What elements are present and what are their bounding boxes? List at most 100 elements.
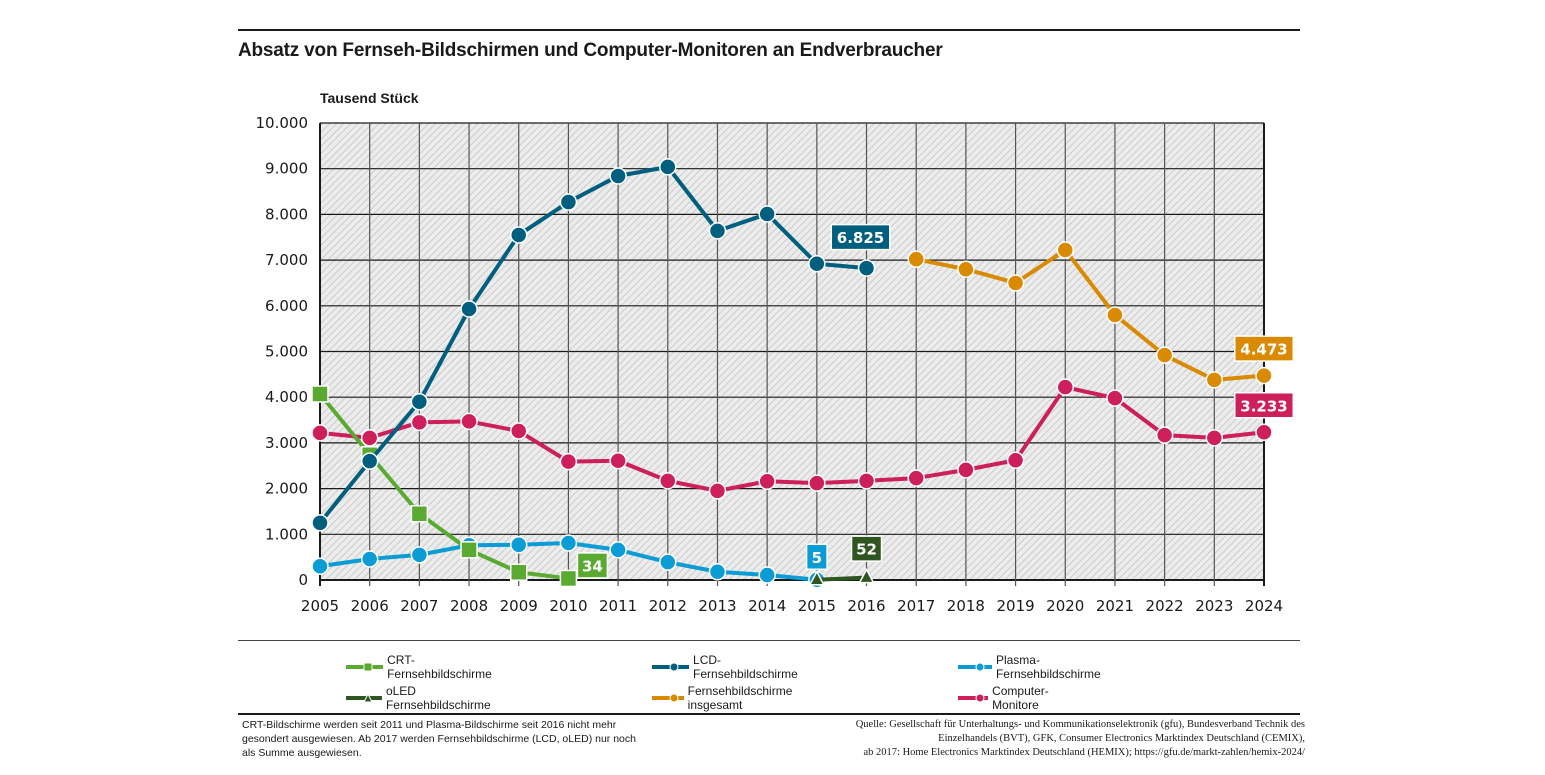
data-point: [559, 452, 578, 471]
data-label-text: 52: [856, 541, 877, 559]
data-point: [609, 541, 627, 559]
data-label-box: [1234, 335, 1294, 362]
footer-divider: [238, 713, 1300, 715]
data-point: [857, 472, 876, 490]
y-tick-label: 3.000: [265, 434, 308, 452]
data-point: [410, 393, 429, 411]
data-label-box: [805, 543, 828, 571]
legend-item-crt: CRT-Fernsehbildschirme: [346, 653, 499, 681]
data-point: [311, 514, 329, 532]
data-label: 3.233: [1234, 392, 1294, 419]
x-tick-label: 2012: [649, 597, 687, 615]
data-point: [708, 222, 727, 240]
data-point: [758, 566, 776, 584]
data-point: [410, 546, 429, 564]
data-point: [957, 461, 975, 479]
series-layer: [311, 158, 1273, 589]
data-point: [659, 472, 677, 490]
x-tick-label: 2023: [1195, 597, 1233, 615]
data-point: [311, 557, 329, 576]
y-tick-label: 6.000: [265, 297, 308, 315]
data-label-text: 34: [582, 557, 603, 575]
x-tick-label: 2019: [996, 597, 1034, 615]
data-point: [360, 550, 379, 568]
line-chart: 0 1.000 2.000 3.000 4.000 5.000 6.000 7.000 8.00…: [256, 114, 1294, 615]
x-tick-label: 2011: [599, 597, 637, 615]
legend-item-lcd: LCD-Fernsehbildschirme: [652, 653, 805, 681]
y-tick-label: 2.000: [265, 480, 308, 498]
data-point: [609, 167, 627, 185]
y-tick-label: 9.000: [265, 160, 308, 178]
legend-label: Plasma-Fernsehbildschirme: [995, 653, 1101, 681]
x-tick-label: 2018: [947, 597, 985, 615]
y-tick-label: 4.000: [265, 388, 308, 406]
data-point-square: [311, 385, 329, 403]
data-label-text: 4.473: [1240, 341, 1287, 359]
source-line: Quelle: Gesellschaft für Unterhaltungs- …: [855, 719, 1305, 730]
data-point: [509, 226, 528, 244]
data-point: [1056, 378, 1075, 396]
data-point: [808, 255, 826, 273]
legend-divider: [238, 640, 1300, 641]
x-tick-label: 2007: [400, 597, 438, 615]
series-computer-monitore: [311, 378, 1273, 500]
legend-swatch-plasma: [958, 662, 992, 672]
data-point: [808, 474, 826, 492]
data-label: 52: [850, 535, 883, 562]
y-tick-label: 7.000: [265, 251, 308, 269]
data-point: [509, 422, 528, 440]
data-label-box: [830, 223, 891, 251]
data-point: [1155, 426, 1174, 444]
series-fernsehbildschirme-insgesamt: [907, 241, 1273, 389]
data-point: [559, 534, 578, 552]
footnote: CRT-Bildschirme werden seit 2011 und Pla…: [242, 719, 636, 759]
source-citation: Quelle: Gesellschaft für Unterhaltungs- …: [745, 718, 1305, 760]
data-point: [1205, 371, 1224, 389]
x-tick-label: 2009: [500, 597, 538, 615]
legend-label: oLED Fernsehbildschirme: [385, 684, 491, 712]
legend-item-plasma: Plasma-Fernsehbildschirme: [958, 653, 1111, 681]
data-point: [758, 205, 776, 223]
data-point: [1155, 346, 1174, 364]
x-tick-label: 2006: [351, 597, 389, 615]
legend-swatch-crt: [346, 662, 384, 672]
data-point-square: [559, 569, 578, 588]
data-label-text: 3.233: [1240, 397, 1287, 415]
data-point: [1056, 241, 1075, 259]
series-line: [318, 164, 867, 525]
data-point: [1205, 429, 1224, 447]
data-point: [907, 250, 925, 268]
series-oled-fernsehbildschirme: [808, 568, 875, 586]
data-point: [907, 469, 925, 487]
legend-swatch-lcd: [652, 662, 690, 672]
data-point: [659, 553, 677, 571]
data-label-box: [576, 552, 609, 579]
data-label-box: [1234, 392, 1294, 419]
x-tick-label: 2020: [1046, 597, 1084, 615]
data-point: [708, 482, 727, 500]
series-lcd-fernsehbildschirme: [311, 158, 876, 532]
data-point-square: [460, 541, 478, 559]
y-tick-label: 10.000: [256, 114, 309, 132]
data-point: [758, 472, 776, 491]
data-point: [957, 260, 975, 278]
data-point-square: [509, 563, 528, 581]
legend-label: CRT-Fernsehbildschirme: [387, 653, 492, 681]
data-point: [1255, 366, 1273, 385]
legend-swatch-oled: [346, 693, 382, 703]
data-point: [460, 412, 478, 431]
data-label: 6.825: [830, 223, 891, 251]
data-label-text: 6.825: [837, 229, 884, 247]
data-point: [509, 536, 528, 554]
legend-label: Computer-Monitore: [992, 684, 1049, 712]
y-tick-label: 8.000: [265, 205, 308, 223]
legend-item-total: Fernsehbildschirme insgesamt: [652, 684, 805, 712]
y-tick-label: 5.000: [265, 343, 308, 361]
legend-label: Fernsehbildschirme insgesamt: [687, 684, 793, 712]
x-tick-label: 2017: [897, 597, 935, 615]
source-line: ab 2017: Home Electronics Marktindex Deu…: [863, 747, 1305, 758]
top-rule: [238, 29, 1300, 31]
x-axis-ticks: 2005 2006 2007 2008 2009 2010 2011 2012 2013 2014…: [301, 597, 1283, 615]
data-labels: 34 6.825 5 52 4.473 3.233: [576, 223, 1294, 579]
y-tick-label: 1.000: [265, 525, 308, 543]
